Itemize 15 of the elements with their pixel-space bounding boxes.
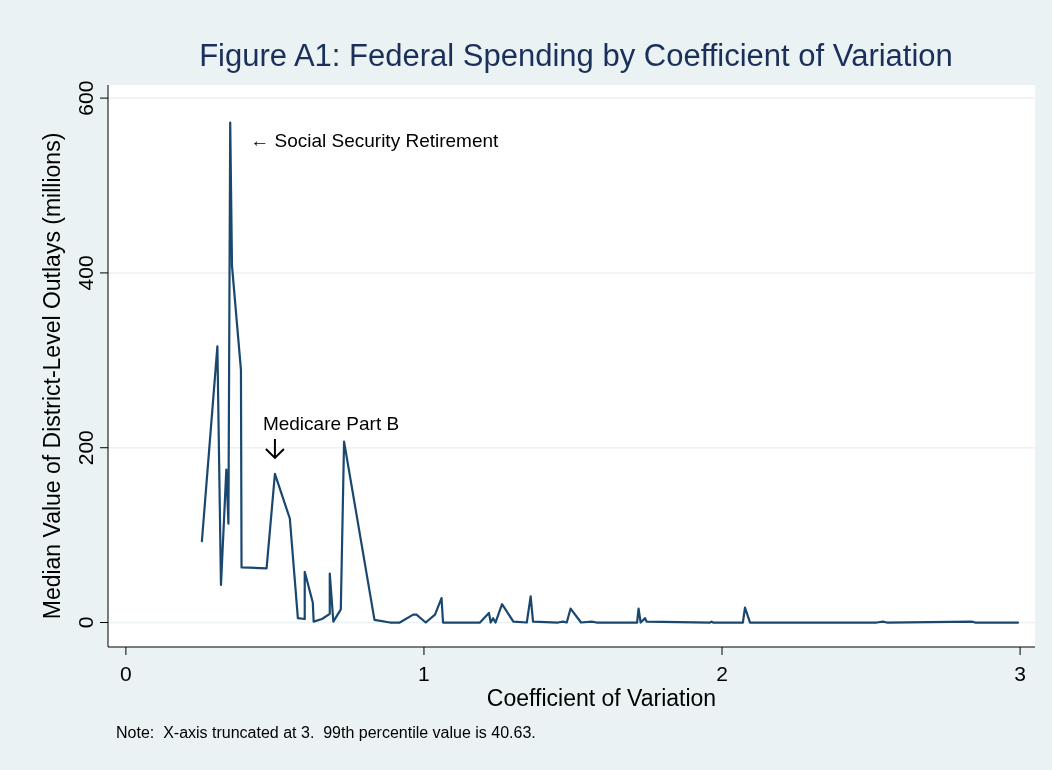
x-axis-title: Coefficient of Variation [486,685,717,711]
x-tick-label: 3 [1014,662,1026,685]
chart-title: Figure A1: Federal Spending by Coefficient of Variation [199,38,953,73]
y-tick-label: 0 [74,616,97,629]
annotation: ← Social Security Retirement [250,129,500,151]
annotation: Medicare Part B [262,412,400,434]
text: Note: X-axis truncated at 3. 99th percentile value is 40.63. [116,724,536,741]
y-tick-label: 400 [74,255,97,291]
y-tick-label: 600 [74,80,97,116]
x-tick-label: 2 [716,662,728,685]
y-tick-label: 200 [74,430,97,466]
x-tick-label: 1 [418,662,430,685]
y-axis-title: Median Value of District-Level Outlays (millions) [39,132,65,620]
line-series [200,121,1020,624]
x-tick-label: 0 [120,662,132,685]
